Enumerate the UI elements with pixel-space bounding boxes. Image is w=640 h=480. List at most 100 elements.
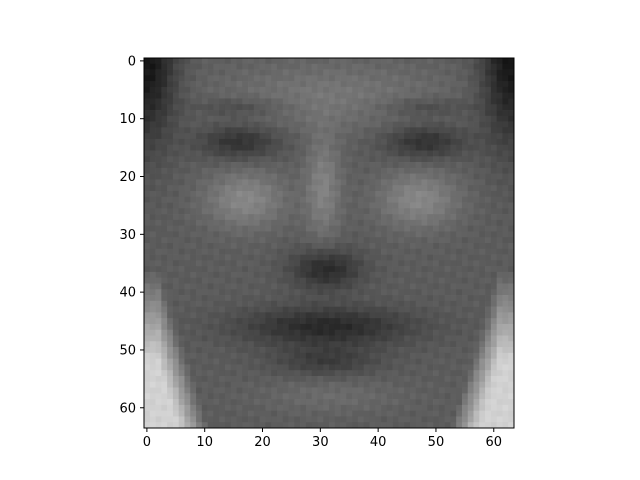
image-pixel (271, 254, 278, 261)
image-pixel (311, 231, 318, 238)
image-pixel (386, 104, 393, 111)
image-pixel (207, 219, 214, 227)
image-pixel (288, 248, 295, 255)
image-pixel (508, 410, 515, 417)
image-pixel (190, 283, 197, 290)
image-pixel (265, 358, 272, 365)
image-pixel (438, 422, 445, 429)
image-pixel (253, 295, 260, 302)
image-pixel (433, 133, 440, 140)
image-pixel (300, 410, 307, 417)
image-pixel (438, 133, 445, 140)
image-pixel (433, 295, 440, 302)
image-pixel (317, 266, 324, 273)
image-pixel (213, 173, 220, 180)
image-pixel (479, 150, 486, 157)
image-pixel (375, 295, 382, 302)
image-pixel (213, 254, 220, 261)
image-pixel (219, 243, 226, 250)
image-pixel (485, 115, 492, 122)
image-pixel (184, 98, 191, 105)
image-pixel (149, 173, 156, 180)
image-pixel (265, 115, 272, 122)
image-pixel (340, 179, 347, 186)
image-pixel (288, 300, 295, 307)
image-pixel (490, 416, 498, 423)
image-pixel (311, 225, 318, 232)
image-pixel (496, 237, 503, 244)
image-pixel (438, 306, 445, 313)
image-pixel (242, 81, 249, 88)
image-pixel (352, 202, 359, 209)
image-pixel (381, 127, 388, 134)
image-pixel (363, 416, 370, 423)
image-pixel (485, 323, 492, 331)
image-pixel (230, 266, 237, 273)
image-pixel (340, 58, 347, 65)
image-pixel (369, 381, 376, 388)
image-pixel (346, 341, 353, 348)
image-pixel (479, 248, 486, 255)
image-pixel (207, 410, 214, 417)
image-pixel (375, 237, 382, 244)
image-pixel (230, 277, 237, 284)
image-pixel (467, 237, 474, 244)
image-pixel (271, 295, 278, 302)
image-pixel (288, 104, 295, 111)
image-pixel (461, 306, 469, 313)
image-pixel (398, 208, 405, 215)
image-pixel (508, 75, 515, 82)
image-pixel (230, 133, 237, 140)
image-pixel (473, 115, 480, 122)
image-pixel (311, 92, 318, 99)
image-pixel (248, 289, 255, 296)
image-pixel (375, 283, 382, 290)
image-pixel (340, 81, 347, 88)
image-pixel (508, 283, 515, 290)
image-pixel (369, 375, 376, 383)
image-pixel (421, 104, 428, 111)
image-pixel (178, 318, 185, 325)
image-pixel (207, 208, 214, 215)
image-pixel (450, 75, 457, 82)
image-pixel (149, 179, 156, 186)
image-pixel (201, 225, 208, 232)
image-pixel (329, 219, 336, 227)
image-pixel (305, 352, 313, 359)
image-pixel (456, 127, 463, 134)
image-pixel (357, 323, 365, 331)
image-pixel (155, 179, 162, 186)
image-pixel (433, 248, 440, 255)
image-pixel (265, 399, 272, 406)
image-pixel (271, 416, 278, 423)
image-pixel (305, 381, 313, 388)
image-pixel (490, 271, 498, 279)
image-pixel (184, 375, 191, 383)
image-pixel (155, 254, 162, 261)
image-pixel (178, 410, 185, 417)
image-pixel (329, 237, 336, 244)
image-pixel (485, 306, 492, 313)
image-pixel (363, 58, 370, 65)
image-pixel (450, 81, 457, 88)
image-pixel (502, 387, 509, 394)
image-pixel (340, 295, 347, 302)
image-pixel (190, 352, 197, 359)
image-pixel (329, 352, 336, 359)
image-pixel (161, 75, 168, 82)
image-pixel (438, 81, 445, 88)
image-pixel (438, 410, 445, 417)
image-pixel (172, 312, 180, 319)
image-pixel (155, 225, 162, 232)
image-pixel (433, 121, 440, 128)
image-pixel (467, 86, 474, 94)
image-pixel (224, 329, 232, 336)
image-pixel (329, 167, 336, 174)
image-pixel (219, 167, 226, 174)
image-pixel (392, 329, 399, 336)
image-pixel (329, 277, 336, 284)
image-pixel (149, 416, 156, 423)
image-pixel (508, 381, 515, 388)
image-pixel (427, 115, 434, 122)
image-pixel (213, 289, 220, 296)
